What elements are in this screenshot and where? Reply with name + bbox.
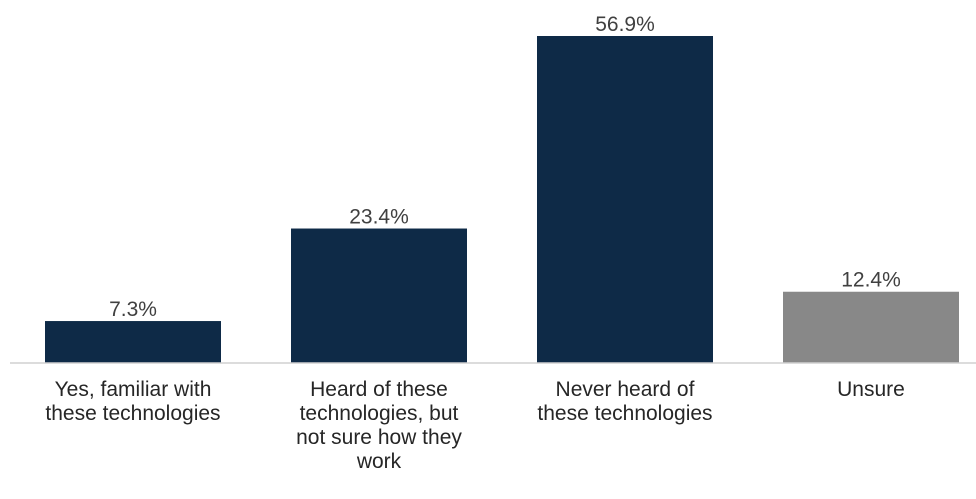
value-labels-group: 7.3% 23.4% 56.9% 12.4% bbox=[109, 13, 901, 321]
value-label-heard-not-sure: 23.4% bbox=[349, 206, 409, 229]
bars-group bbox=[45, 36, 959, 363]
bar-yes-familiar bbox=[45, 321, 221, 363]
value-label-never-heard: 56.9% bbox=[595, 13, 655, 36]
category-label-heard-not-sure: Heard of these technologies, but not sur… bbox=[296, 378, 462, 473]
bar-heard-not-sure bbox=[291, 228, 467, 363]
category-label-yes-familiar: Yes, familiar with these technologies bbox=[45, 378, 221, 425]
bar-unsure bbox=[783, 291, 959, 363]
category-label-unsure: Unsure bbox=[837, 378, 905, 401]
value-label-yes-familiar: 7.3% bbox=[109, 298, 157, 321]
value-label-unsure: 12.4% bbox=[841, 269, 901, 292]
bar-never-heard bbox=[537, 36, 713, 363]
category-label-never-heard: Never heard of these technologies bbox=[537, 378, 713, 425]
